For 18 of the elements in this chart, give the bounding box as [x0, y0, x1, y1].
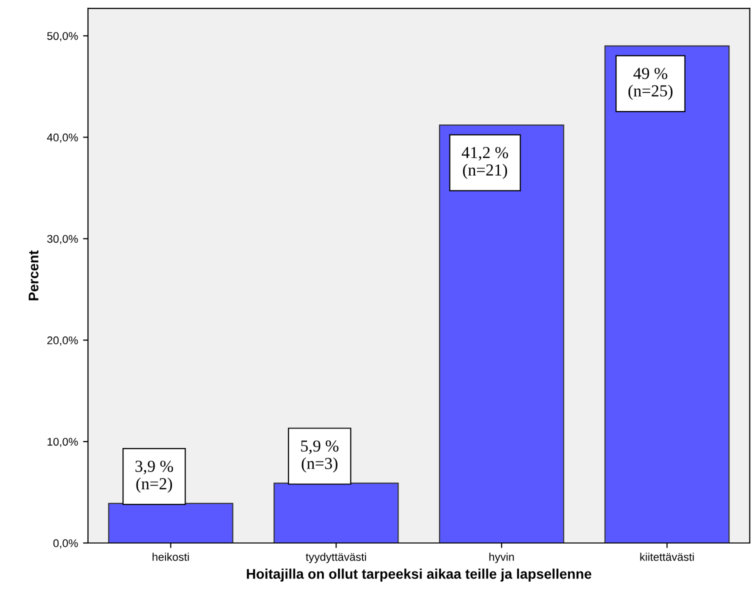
- y-tick-label: 10,0%: [48, 438, 78, 448]
- data-label: 49 % (n=25): [628, 68, 672, 100]
- y-axis-title: Percent: [28, 250, 38, 300]
- y-tick-label: 50,0%: [47, 32, 78, 42]
- y-tick-label: 40,0%: [47, 134, 78, 143]
- x-tick-label: kiitettävästi: [640, 552, 694, 561]
- data-label: 3,9 % (n=2): [136, 460, 174, 493]
- data-label: 41,2 % (n=21): [462, 146, 508, 180]
- y-tick-label: 30,0%: [47, 234, 78, 244]
- bar: [604, 45, 730, 544]
- x-tick-label: heikosti: [152, 552, 189, 561]
- x-tick-label: tyydyttävästi: [306, 552, 366, 564]
- data-label: 5,9 % (n=3): [301, 440, 338, 472]
- bar: [438, 124, 564, 544]
- y-tick-label: 20,0%: [47, 336, 78, 346]
- x-tick-label: hyvin: [489, 552, 514, 564]
- x-axis-title: Hoitajilla on ollut tarpeeksi aikaa teille ja lapsellenne: [246, 568, 592, 582]
- y-tick-label: 0,0%: [53, 539, 78, 548]
